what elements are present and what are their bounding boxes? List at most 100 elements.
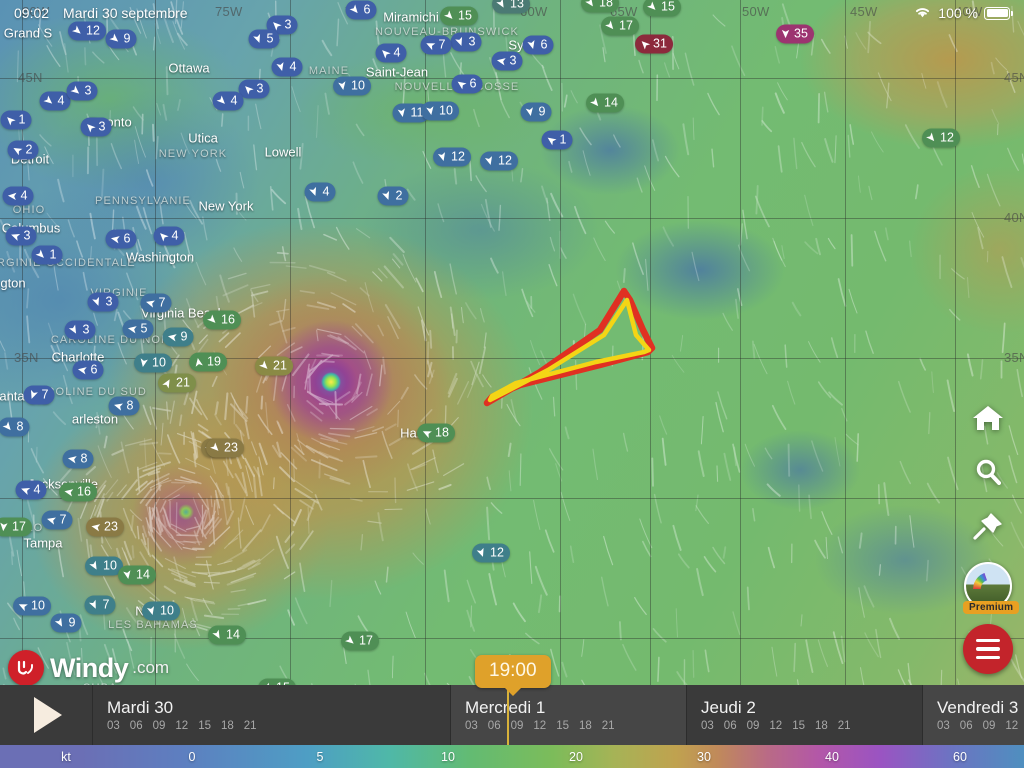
timeline-day-label: Vendredi 3 [937, 698, 1019, 717]
timeline-hour-tick[interactable]: 21 [837, 720, 851, 732]
timeline-hour-tick[interactable]: 21 [243, 720, 257, 732]
home-button[interactable] [966, 400, 1010, 440]
timeline-hour-tick[interactable]: 15 [198, 720, 211, 732]
timeline-hour-tick[interactable]: 12 [1005, 720, 1019, 732]
wind-speed-badge: 7 [23, 385, 55, 405]
timeline-hour-tick[interactable]: 09 [746, 720, 760, 732]
premium-badge: Premium [963, 601, 1020, 614]
timeline-day[interactable]: Jeudi 2 03 06 09 12 15 18 21 [686, 685, 922, 745]
latitude-gridline [0, 498, 1024, 499]
wind-speed-badge: 2 [377, 186, 409, 206]
timeline-hour-tick[interactable]: 06 [723, 720, 737, 732]
timeline-hour-tick[interactable]: 18 [814, 720, 828, 732]
wind-direction-arrow-icon [207, 314, 216, 323]
map-region-label: MAINE [308, 65, 350, 77]
timeline-hour-row: 03 06 09 12 15 18 21 [701, 720, 922, 732]
wind-speed-value: 2 [25, 142, 33, 157]
wind-speed-badge: 7 [420, 35, 452, 55]
wind-direction-arrow-icon [67, 456, 77, 464]
timeline-hour-tick[interactable]: 15 [792, 720, 805, 732]
timeline-hour-tick[interactable]: 21 [601, 720, 615, 732]
timeline-day[interactable]: Mercredi 1 03 06 09 12 15 18 21 [450, 685, 686, 745]
timeline-hour-tick[interactable]: 12 [769, 720, 783, 732]
wind-speed-value: 1 [49, 247, 57, 262]
search-button[interactable] [966, 454, 1010, 494]
wind-speed-badge: 13 [492, 0, 530, 14]
timeline-day[interactable]: Vendredi 303060912151821 [922, 685, 1024, 745]
wind-direction-arrow-icon [345, 635, 354, 644]
wind-speed-value: 6 [469, 76, 477, 91]
wind-speed-value: 4 [393, 45, 401, 60]
premium-button[interactable]: Premium [963, 562, 1020, 614]
coord-label-lon: 40W [955, 4, 983, 19]
current-time-badge[interactable]: 19:00 [475, 655, 551, 688]
wind-speed-value: 5 [266, 31, 274, 46]
wind-direction-arrow-icon [160, 233, 169, 242]
timeline-hour-tick[interactable]: 09 [982, 720, 996, 732]
wind-speed-badge: 10 [333, 76, 371, 96]
wind-speed-value: 17 [12, 519, 26, 534]
wind-direction-arrow-icon [109, 33, 119, 42]
wind-direction-arrow-icon [18, 604, 28, 612]
wind-speed-badge: 4 [39, 91, 71, 111]
menu-button[interactable] [963, 624, 1013, 674]
wind-speed-badge: 8 [62, 449, 94, 469]
timeline-hour-tick[interactable]: 03 [465, 720, 478, 732]
timeline-days[interactable]: Mardi 30 03 06 09 12 15 18 21 Mercredi 1 03 06 09 12… [92, 685, 1024, 745]
timeline-hour-tick[interactable]: 06 [487, 720, 501, 732]
timeline-hour-tick[interactable]: 12 [533, 720, 547, 732]
map-region-label: CAROLINE DU SUD [29, 386, 147, 398]
wind-speed-value: 12 [498, 153, 512, 168]
longitude-gridline [22, 0, 23, 768]
wind-speed-badge: 21 [255, 356, 293, 376]
wind-direction-arrow-icon [590, 97, 599, 107]
play-button[interactable] [0, 685, 92, 745]
timeline-day[interactable]: Mardi 30 03 06 09 12 15 18 21 [92, 685, 450, 745]
wind-speed-value: 15 [458, 8, 472, 23]
longitude-gridline [955, 0, 956, 768]
map-city-label: Tampa [23, 535, 63, 551]
wind-speed-badge: 3 [450, 32, 482, 52]
timeline-hour-tick[interactable]: 03 [701, 720, 714, 732]
wind-direction-arrow-icon [382, 190, 390, 200]
wind-speed-value: 16 [77, 484, 91, 499]
wind-direction-arrow-icon [212, 629, 220, 639]
wind-speed-value: 21 [273, 358, 287, 373]
timeline-hour-row: 03 06 09 12 15 18 21 [107, 720, 450, 732]
wind-speed-badge: 18 [581, 0, 619, 13]
timeline-hour-tick[interactable]: 03 [107, 720, 120, 732]
wind-direction-arrow-icon [89, 560, 97, 570]
wind-speed-badge: 16 [59, 482, 97, 502]
timeline-hour-tick[interactable]: 06 [959, 720, 973, 732]
wind-speed-value: 17 [359, 633, 373, 648]
scale-tick-label: 40 [825, 749, 839, 764]
rainbow-icon [973, 572, 1007, 591]
timeline-hour-tick[interactable]: 18 [220, 720, 234, 732]
wind-speed-value: 4 [230, 93, 238, 108]
wind-speed-value: 19 [207, 354, 221, 369]
wind-speed-badge: 6 [345, 0, 377, 20]
wind-speed-badge: 5 [248, 29, 280, 49]
wind-speed-value: 10 [31, 598, 45, 613]
wind-speed-value: 3 [84, 83, 92, 98]
timeline-hour-tick[interactable]: 18 [578, 720, 592, 732]
wind-speed-value: 9 [180, 329, 188, 344]
wind-speed-badge: 3 [66, 81, 98, 101]
wind-speed-value: 9 [68, 615, 76, 630]
wind-speed-value: 18 [599, 0, 613, 10]
wind-speed-value: 18 [435, 425, 449, 440]
timeline-hour-tick[interactable]: 12 [175, 720, 189, 732]
windy-logo[interactable]: Windy .com [8, 650, 169, 686]
wind-direction-arrow-icon [605, 20, 614, 30]
timeline-hour-tick[interactable]: 09 [510, 720, 524, 732]
timeline-hour-tick[interactable]: 03 [937, 720, 950, 732]
pin-button[interactable] [966, 508, 1010, 548]
timeline-hour-tick[interactable]: 09 [152, 720, 166, 732]
latitude-gridline [0, 78, 1024, 79]
wind-speed-badge: 9 [105, 29, 137, 49]
timeline-hour-tick[interactable]: 15 [556, 720, 569, 732]
longitude-gridline [740, 0, 741, 768]
timeline-hour-tick[interactable]: 06 [129, 720, 143, 732]
wind-color-scale[interactable]: kt 0 5 10 20 30 40 60 [0, 745, 1024, 768]
